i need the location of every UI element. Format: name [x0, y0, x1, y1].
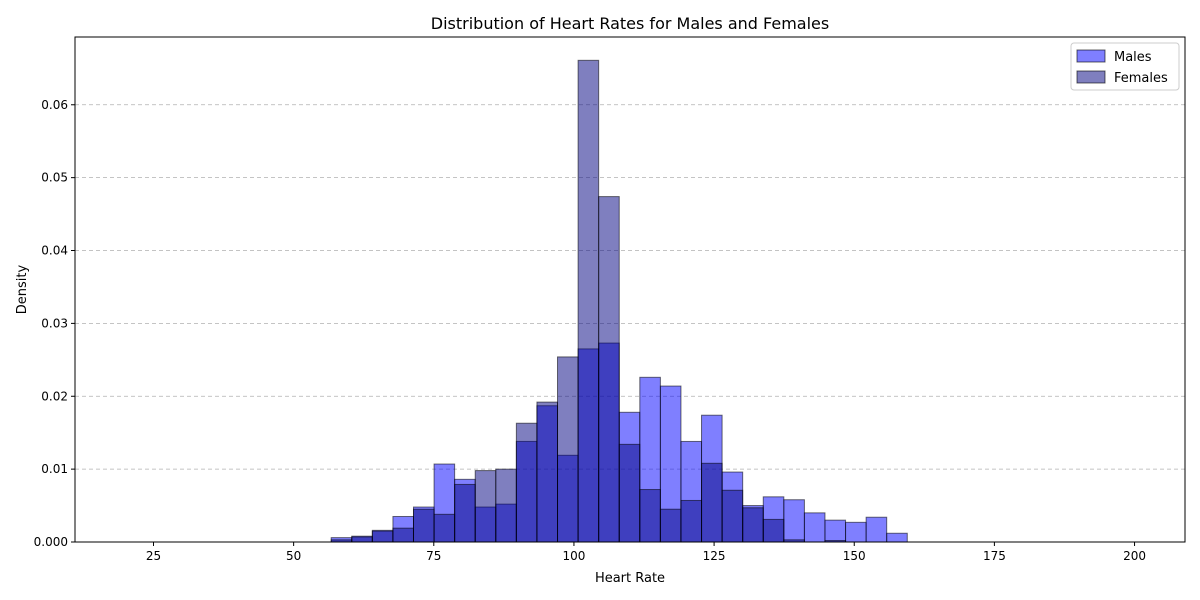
- y-tick-label: 0.06: [41, 98, 68, 112]
- bar-females: [371, 530, 394, 543]
- y-tick-label: 0.000: [34, 535, 68, 549]
- y-tick-label: 0.04: [41, 244, 68, 258]
- x-tick-label: 50: [286, 549, 301, 563]
- bar-females: [659, 508, 682, 543]
- y-tick-label: 0.02: [41, 389, 68, 403]
- x-tick-label: 175: [983, 549, 1006, 563]
- bar-males: [886, 532, 908, 543]
- bar-males: [824, 519, 847, 543]
- x-tick-label: 25: [146, 549, 161, 563]
- chart-title: Distribution of Heart Rates for Males an…: [431, 14, 829, 33]
- bar-females: [392, 527, 414, 543]
- legend-swatch-females: [1076, 70, 1106, 84]
- bar-females: [433, 513, 456, 543]
- bar-females: [515, 422, 538, 543]
- x-tick-label: 200: [1123, 549, 1146, 563]
- x-tick-label: 75: [426, 549, 441, 563]
- x-tick-label: 125: [703, 549, 726, 563]
- bar-females: [577, 59, 600, 543]
- x-tick-label: 100: [562, 549, 585, 563]
- y-tick-label: 0.05: [41, 171, 68, 185]
- plot-frame: [74, 36, 1186, 543]
- bar-females: [495, 468, 517, 543]
- legend: Males Females: [1070, 42, 1180, 91]
- y-tick-label: 0.01: [41, 462, 68, 476]
- bar-females: [536, 401, 559, 543]
- bar-females: [618, 443, 641, 543]
- bar-females: [351, 536, 373, 543]
- bar-females: [474, 470, 497, 543]
- bar-females: [454, 483, 476, 543]
- bar-females: [762, 518, 785, 543]
- bar-females: [639, 489, 661, 543]
- bar-females: [557, 356, 579, 543]
- bar-males: [783, 499, 805, 543]
- bar-females: [721, 489, 744, 543]
- bar-females: [598, 196, 620, 543]
- legend-label-males: Males: [1114, 50, 1152, 65]
- bar-males: [865, 516, 888, 543]
- x-tick-label: 150: [843, 549, 866, 563]
- y-axis-ticks: 0.000 0.01 0.02 0.03 0.04 0.05 0.06: [34, 98, 75, 549]
- y-gridlines: [75, 104, 1185, 470]
- histogram-bars: [330, 59, 908, 543]
- y-axis-label: Density: [15, 264, 30, 314]
- legend-label-females: Females: [1114, 71, 1168, 86]
- x-axis-ticks: 25 50 75 100 125 150 175 200: [146, 542, 1146, 563]
- bar-females: [680, 499, 703, 543]
- y-tick-label: 0.03: [41, 316, 68, 330]
- legend-swatch-males: [1076, 49, 1106, 63]
- bar-females: [742, 507, 764, 543]
- bar-males: [845, 521, 867, 543]
- bar-males: [803, 512, 826, 543]
- bar-females: [412, 508, 435, 543]
- bar-females: [701, 462, 723, 543]
- x-axis-label: Heart Rate: [595, 571, 665, 586]
